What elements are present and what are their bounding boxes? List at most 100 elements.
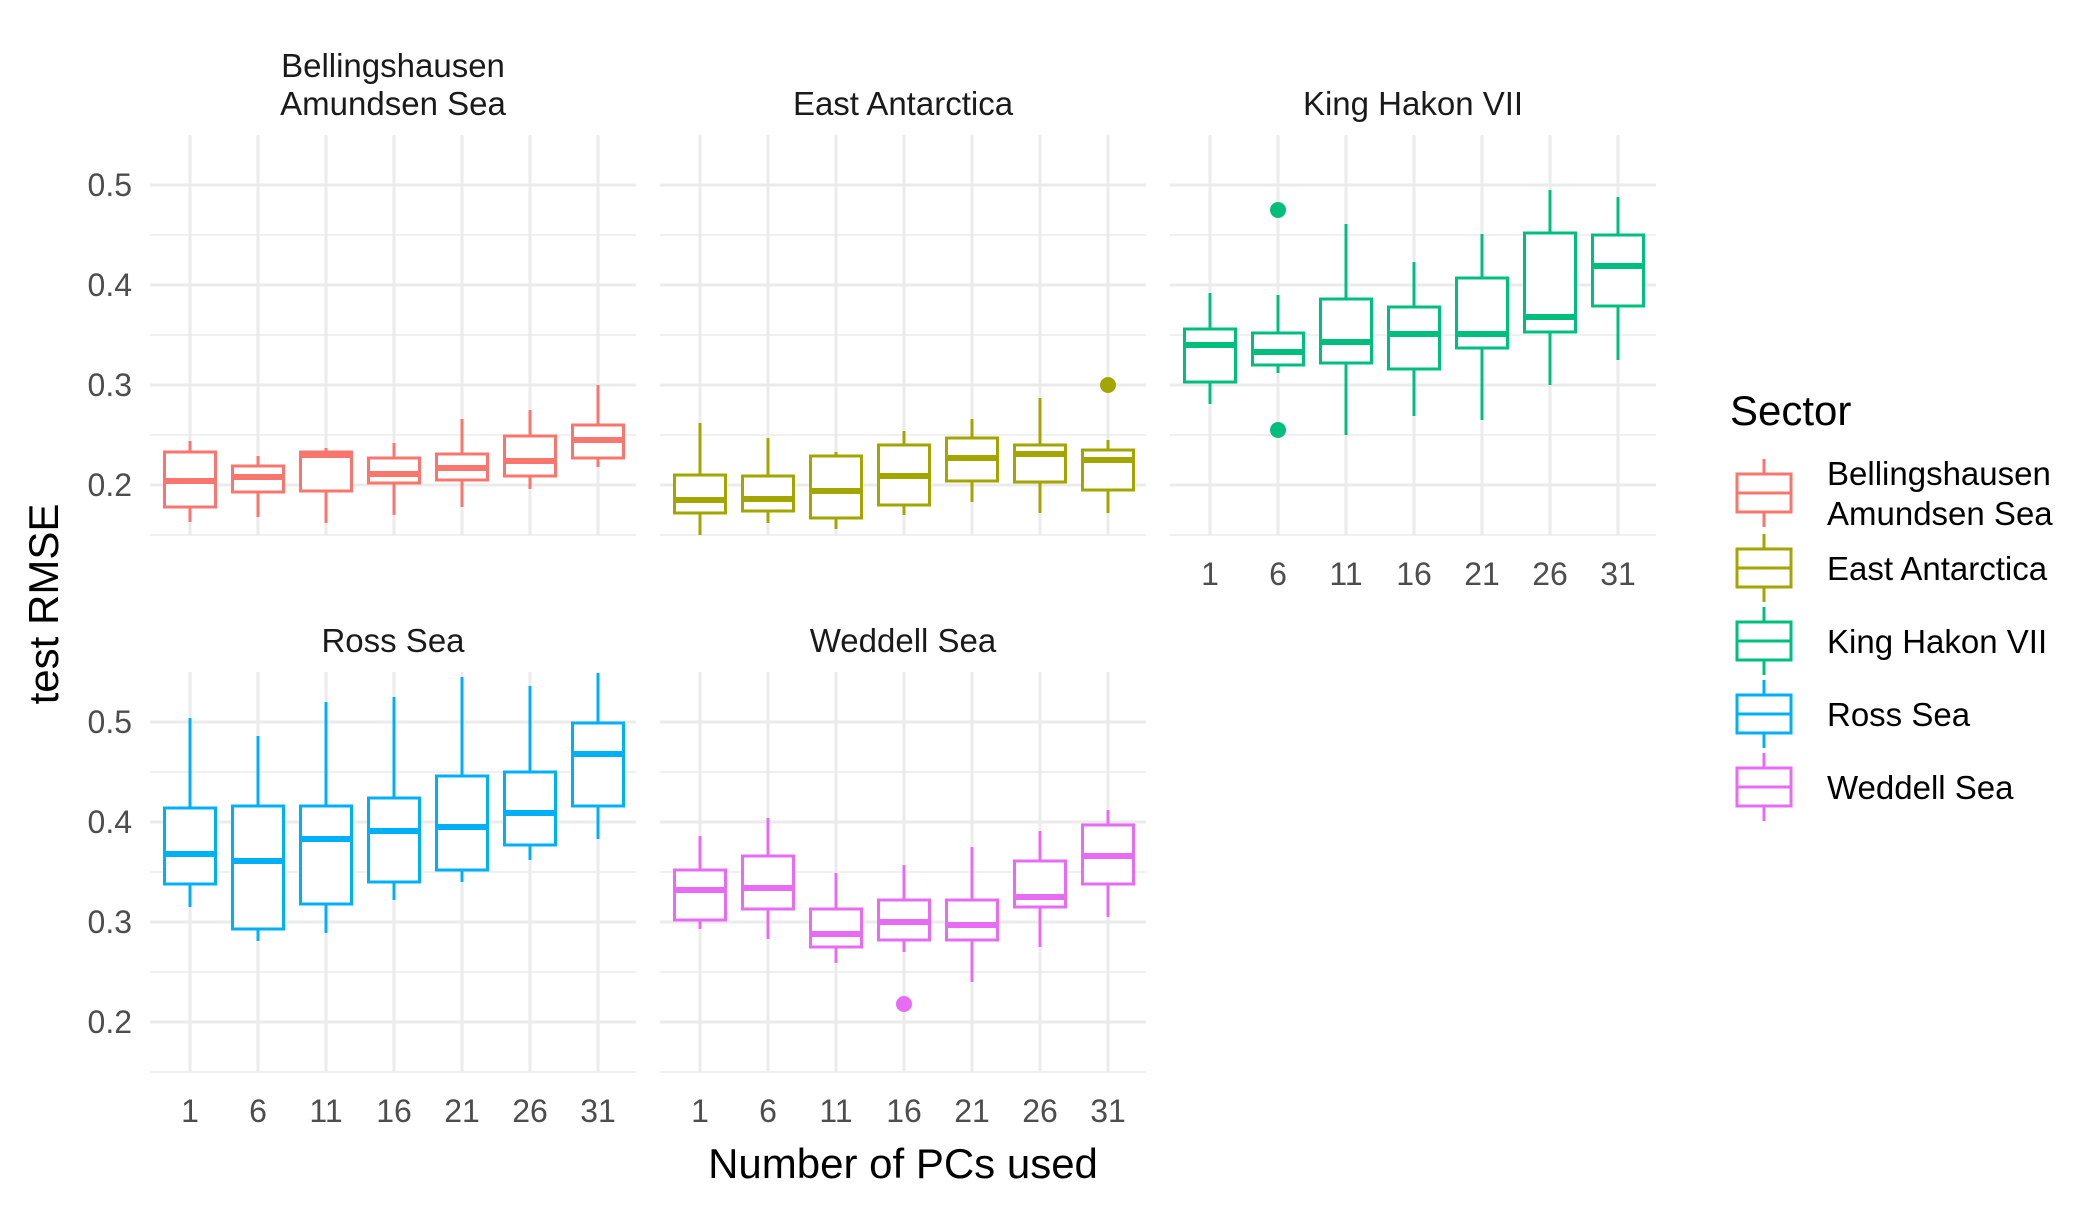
box-iqr [1591,233,1645,308]
box-iqr [1455,276,1509,350]
box-iqr [1319,297,1373,365]
x-tick-label: 16 [886,1093,922,1129]
box-iqr [231,804,285,931]
facet-title: Bellingshausen [281,47,505,84]
box-iqr [1081,448,1135,492]
legend-label: Amundsen Sea [1827,495,2053,532]
x-tick-label: 6 [249,1093,267,1129]
box-1 [673,423,727,535]
box-iqr [299,804,353,906]
x-tick-label: 31 [1600,556,1636,592]
x-tick-label: 11 [1329,556,1362,592]
box-iqr [673,868,727,922]
y-tick-label: 0.4 [88,804,132,840]
box-26 [503,410,557,489]
box-21 [435,677,489,882]
box-iqr [503,770,557,847]
box-31 [1081,810,1135,917]
box-11 [809,873,863,963]
box-11 [299,448,353,523]
x-tick-label: 31 [1090,1093,1126,1129]
box-iqr [1013,859,1067,909]
box-26 [1523,190,1577,385]
box-21 [1455,234,1509,420]
x-tick-label: 21 [444,1093,480,1129]
y-tick-label: 0.2 [88,467,132,503]
y-tick-label: 0.2 [88,1004,132,1040]
x-tick-label: 26 [512,1093,548,1129]
box-21 [945,847,999,982]
box-31 [1591,197,1645,360]
facet-panel-2: East Antarctica [660,85,1146,536]
box-6 [741,438,795,523]
legend-label: King Hakon VII [1827,623,2047,660]
box-iqr [435,774,489,872]
outlier-point [896,996,912,1012]
box-16 [367,443,421,515]
x-tick-label: 21 [1464,556,1500,592]
box-iqr [503,434,557,478]
box-11 [1319,224,1373,435]
box-iqr [809,454,863,520]
y-tick-label: 0.5 [88,167,132,203]
outlier-point [1270,202,1286,218]
box-6 [231,736,285,941]
box-16 [877,431,931,515]
legend-item: East Antarctica [1735,534,2048,602]
box-31 [571,385,625,467]
box-6 [1251,202,1305,438]
x-tick-label: 1 [691,1093,709,1129]
box-1 [673,836,727,929]
box-11 [809,452,863,529]
box-iqr [367,796,421,884]
facet-title: East Antarctica [793,85,1014,122]
box-6 [741,818,795,939]
box-iqr [809,907,863,949]
box-26 [503,686,557,860]
x-tick-label: 21 [954,1093,990,1129]
x-tick-label: 31 [580,1093,616,1129]
x-axis-title: Number of PCs used [708,1140,1098,1187]
facet-title: Ross Sea [321,622,465,659]
x-tick-label: 1 [1201,556,1219,592]
y-tick-label: 0.4 [88,267,132,303]
x-tick-label: 16 [1396,556,1432,592]
facet-title: Amundsen Sea [280,85,506,122]
box-iqr [741,854,795,911]
legend-label: Bellingshausen [1827,455,2051,492]
box-31 [571,673,625,839]
box-16 [1387,262,1441,416]
box-1 [1183,293,1237,404]
x-tick-label: 26 [1532,556,1568,592]
box-iqr [1183,327,1237,384]
box-26 [1013,398,1067,513]
y-tick-label: 0.3 [88,904,132,940]
y-tick-label: 0.5 [88,704,132,740]
box-21 [435,419,489,507]
legend-item: King Hakon VII [1735,607,2047,675]
legend-item: Weddell Sea [1735,753,2014,821]
box-iqr [571,721,625,808]
box-16 [367,697,421,900]
legend-title: Sector [1730,387,1851,434]
x-tick-label: 6 [759,1093,777,1129]
box-31 [1081,377,1135,513]
legend-label: East Antarctica [1827,550,2048,587]
box-iqr [673,473,727,515]
legend-label: Ross Sea [1827,696,1971,733]
facet-title: Weddell Sea [810,622,997,659]
box-11 [299,702,353,933]
box-16 [877,865,931,1012]
facet-title: King Hakon VII [1303,85,1523,122]
x-tick-label: 1 [181,1093,199,1129]
y-tick-label: 0.3 [88,367,132,403]
box-iqr [741,474,795,513]
outlier-point [1270,422,1286,438]
